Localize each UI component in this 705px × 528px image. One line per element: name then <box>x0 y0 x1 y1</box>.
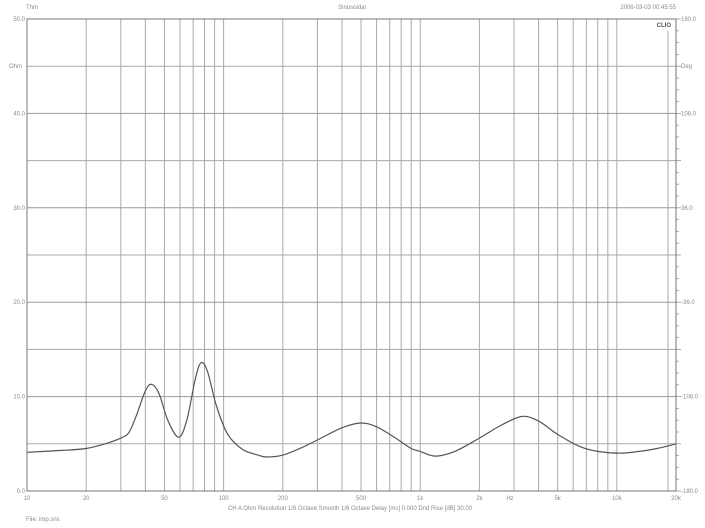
measurement-settings: CH A Ohm Resolution 1/6 Octave Smooth 1/… <box>228 506 473 512</box>
grid <box>27 18 681 492</box>
x-tick-label: 2k <box>476 496 483 502</box>
x-tick-label: 5k <box>554 496 561 502</box>
header-left: Thm <box>26 5 38 11</box>
file-name: File: imp.sns <box>26 517 60 523</box>
y2-tick-label: 108.0 <box>681 111 697 117</box>
chart-title: Sinusoidal <box>338 5 366 11</box>
y2-tick-label: 180.0 <box>681 17 697 23</box>
x-tick-label: 10 <box>24 496 31 502</box>
y-tick-label: 30.0 <box>13 206 25 212</box>
x-tick-label: 50 <box>161 496 168 502</box>
y-tick-label: 50.0 <box>13 17 25 23</box>
y2-tick-label: 36.0 <box>681 206 693 212</box>
x-tick-label: 20 <box>83 496 90 502</box>
y2-tick-label: -36.0 <box>681 300 695 306</box>
tick-labels: 10 20 50 100 200 500 1k 2k 5k 10k 20k 50.0 40.0 30.0 2… <box>13 17 698 502</box>
x-tick-label: 20k <box>671 496 682 502</box>
y-tick-label: 40.0 <box>13 111 25 117</box>
x-tick-label: 1k <box>417 496 424 502</box>
y2-axis-unit: Deg <box>681 64 692 70</box>
y-tick-label: 0.0 <box>17 489 26 495</box>
impedance-curve <box>26 361 677 458</box>
y-tick-label: 20.0 <box>13 300 25 306</box>
clio-logo: CLIO <box>657 23 672 29</box>
y-tick-label: 10.0 <box>13 395 25 401</box>
x-tick-label: 200 <box>278 496 289 502</box>
x-tick-label: 500 <box>356 496 367 502</box>
y2-tick-label: -180.0 <box>681 489 699 495</box>
x-tick-label: 10k <box>612 496 623 502</box>
x-axis-unit: Hz <box>506 496 513 502</box>
x-tick-label: 100 <box>219 496 230 502</box>
plot-frame <box>26 18 677 492</box>
y-axis-unit: Ohm <box>9 64 22 70</box>
header-timestamp: 2006-03-03 00:45:55 <box>620 5 676 11</box>
y2-tick-label: -108.0 <box>681 395 699 401</box>
